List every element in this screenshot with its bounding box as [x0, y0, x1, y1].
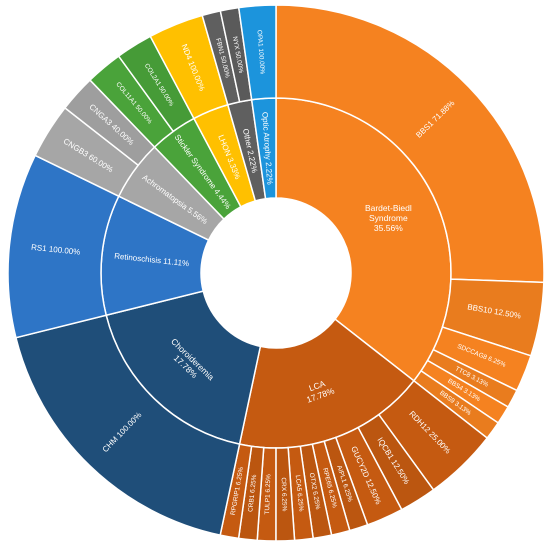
outer-label-lca5: LCA5 6.25%: [294, 475, 305, 512]
outer-label-crx: CRX 6.25%: [280, 477, 288, 511]
outer-label-opa1: OPA1 100.00%: [256, 30, 266, 75]
outer-ring: [7, 4, 545, 542]
outer-label-crb1: CRB1 6.25%: [247, 474, 258, 512]
outer-slice-bbs1[interactable]: [275, 4, 545, 284]
inner-ring: [100, 97, 452, 449]
inner-label-bardet-biedl-syndrome: Bardet-Biedl Syndrome 35.56%: [365, 203, 412, 233]
outer-label-tulp1: TULP1 6.25%: [264, 474, 272, 515]
outer-slice-opa1[interactable]: [237, 4, 277, 101]
